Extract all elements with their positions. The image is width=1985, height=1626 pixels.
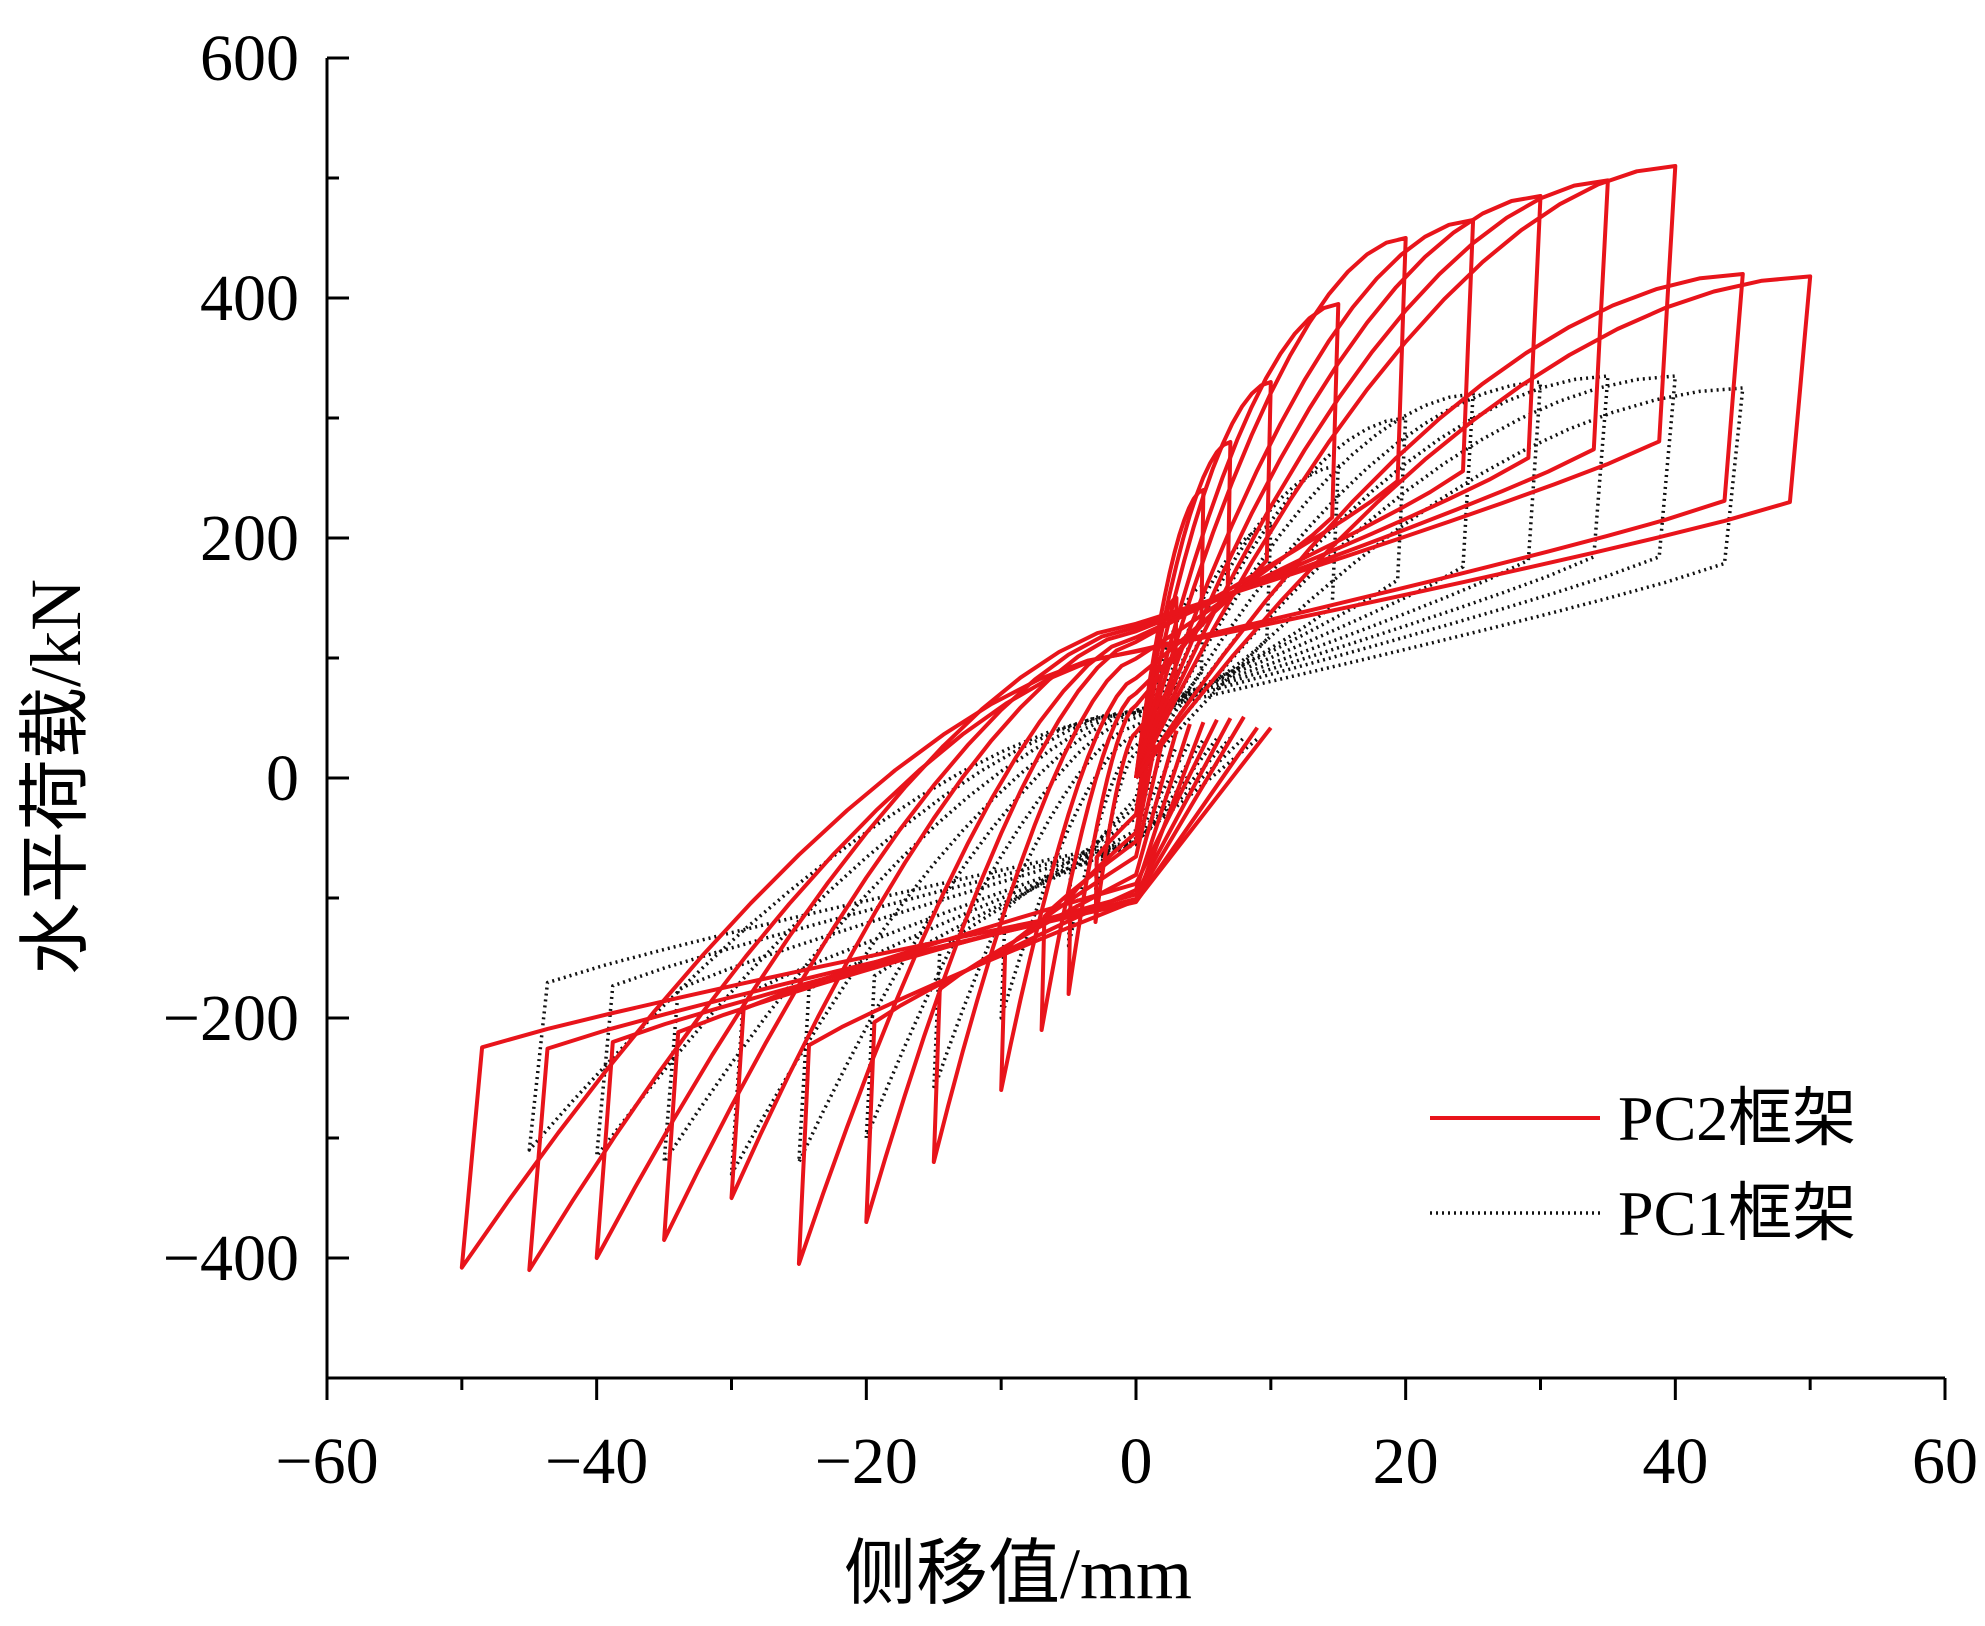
pc2-loop-12 — [459, 274, 1813, 1270]
x-axis-title: 侧移值/mm — [844, 1534, 1192, 1614]
y-tick-label: 600 — [200, 22, 299, 95]
legend-label-1: PC2框架 — [1618, 1083, 1856, 1154]
pc2-loop-7 — [796, 218, 1476, 1266]
pc1-loop-1 — [1093, 632, 1179, 900]
legend: PC2框架 PC1框架 — [1430, 1083, 1856, 1249]
y-tick-label: 400 — [200, 262, 299, 335]
legend-label-2: PC1框架 — [1618, 1178, 1856, 1249]
pc2-loop-5 — [931, 302, 1341, 1164]
y-tick-label: −200 — [163, 982, 299, 1055]
series-0 — [459, 164, 1813, 1272]
y-tick-label: 200 — [200, 502, 299, 575]
y-tick-label: −400 — [163, 1222, 299, 1295]
pc2-loop-11 — [527, 272, 1745, 1272]
x-tick-label: 20 — [1373, 1425, 1439, 1498]
curve-layer — [459, 164, 1813, 1272]
pc2-loop-4 — [999, 380, 1273, 1092]
pc2-loop-2 — [1066, 488, 1206, 996]
pc2-loop-9 — [662, 178, 1610, 1242]
x-tick-label: −60 — [275, 1425, 378, 1498]
pc1-loop-8 — [662, 374, 1610, 1164]
pc2-loop-3 — [1039, 440, 1233, 1032]
y-tick-label: 0 — [266, 742, 299, 815]
x-tick-label: −20 — [815, 1425, 918, 1498]
x-tick-label: 40 — [1642, 1425, 1708, 1498]
x-tick-label: 60 — [1912, 1425, 1978, 1498]
pc2-loop-10 — [594, 164, 1678, 1260]
x-tick-label: −40 — [545, 1425, 648, 1498]
x-tick-label: 0 — [1120, 1425, 1153, 1498]
pc2-loop-8 — [729, 194, 1543, 1200]
y-axis-title: 水平荷载/kN — [16, 579, 96, 975]
